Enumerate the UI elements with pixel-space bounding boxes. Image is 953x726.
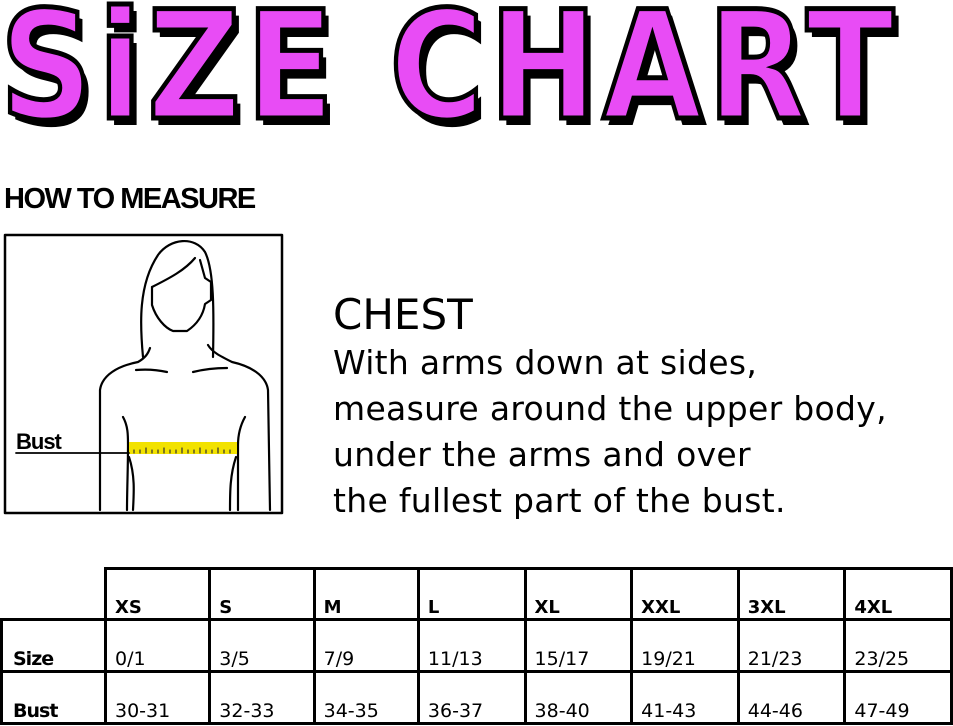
illustration-frame: [3, 233, 284, 515]
tape-ticks: [133, 447, 231, 454]
torso-right: [228, 455, 238, 512]
size-table: XS S M L XL XXL 3XL 4XL Size 0/1 3/5 7/9…: [0, 567, 953, 725]
table-cell: 3/5: [208, 618, 316, 673]
chest-instructions: With arms down at sides, measure around …: [333, 340, 887, 524]
size-header: M: [312, 567, 420, 621]
table-row-size: Size 0/1 3/5 7/9 11/13 15/17 19/21 21/23…: [0, 618, 953, 673]
hair-part: [150, 256, 197, 289]
shoulder-right: [206, 343, 272, 512]
arm-right: [236, 415, 247, 512]
size-header: S: [208, 567, 316, 621]
face-outline: [150, 258, 213, 333]
table-cell: 32-33: [208, 670, 316, 725]
hair-outline: [140, 239, 215, 359]
table-cell: 44-46: [736, 670, 847, 725]
table-cell: 47-49: [843, 670, 953, 725]
instruction-line: under the arms and over: [333, 435, 751, 474]
torso-left: [127, 455, 135, 512]
table-cell: 19/21: [630, 618, 740, 673]
shoulder-left: [98, 346, 152, 512]
instruction-line: the fullest part of the bust.: [333, 481, 786, 520]
table-cell: 21/23: [736, 618, 847, 673]
table-cell: 7/9: [312, 618, 420, 673]
size-header: 4XL: [843, 567, 953, 621]
table-cell: 38-40: [523, 670, 634, 725]
collarbone-right: [191, 366, 229, 374]
how-to-measure-heading: HOW TO MEASURE: [4, 183, 256, 215]
empty-corner-cell: [1, 568, 107, 621]
size-header: XS: [103, 567, 212, 621]
size-header-row: XS S M L XL XXL 3XL 4XL: [1, 567, 953, 621]
size-header: XL: [523, 567, 634, 621]
size-header: XXL: [630, 567, 740, 621]
table-cell: 41-43: [630, 670, 740, 725]
table-cell: 34-35: [312, 670, 420, 725]
measuring-tape: [129, 442, 237, 454]
chest-heading: CHEST: [333, 290, 473, 339]
row-label: Bust: [0, 670, 107, 725]
size-header: L: [416, 567, 527, 621]
table-cell: 36-37: [416, 670, 527, 725]
table-cell: 23/25: [843, 618, 953, 673]
instruction-line: measure around the upper body,: [333, 389, 887, 428]
table-cell: 15/17: [523, 618, 634, 673]
arm-left: [121, 415, 130, 512]
table-row-bust: Bust 30-31 32-33 34-35 36-37 38-40 41-43…: [0, 670, 953, 725]
bust-label: Bust: [16, 429, 63, 454]
size-header: 3XL: [736, 567, 847, 621]
collarbone-left: [134, 368, 169, 374]
table-cell: 11/13: [416, 618, 527, 673]
table-cell: 0/1: [103, 618, 212, 673]
instruction-line: With arms down at sides,: [333, 343, 758, 382]
bust-measurement-illustration: Bust: [3, 233, 284, 515]
size-chart-title: SiZE CHART: [0, 0, 900, 155]
table-cell: 30-31: [103, 670, 212, 725]
row-label: Size: [0, 618, 107, 673]
